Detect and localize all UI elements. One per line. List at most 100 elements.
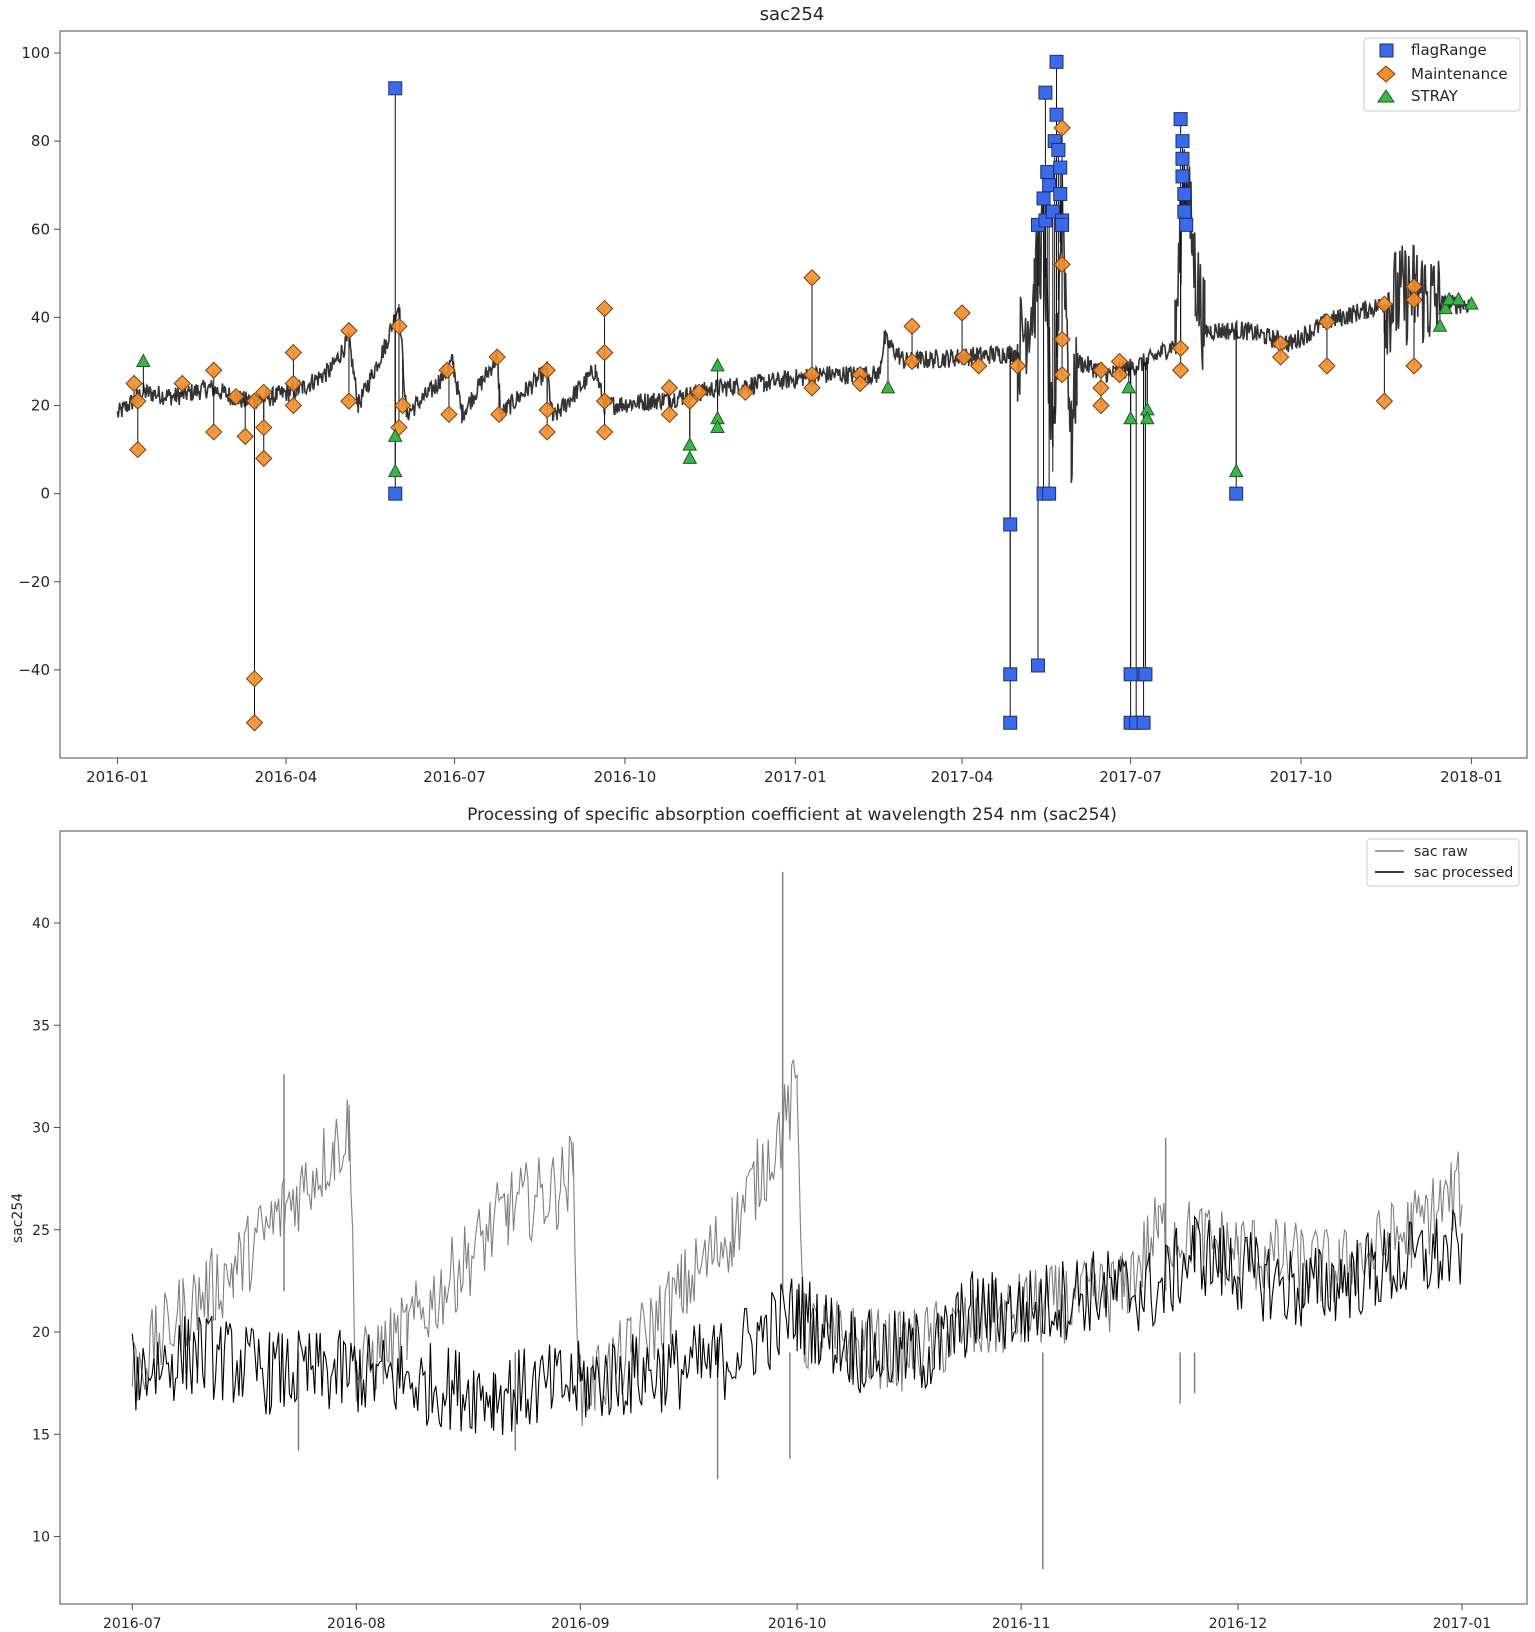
maintenance-point	[803, 269, 821, 287]
maintenance-point	[595, 343, 614, 362]
flagrange-point	[388, 81, 403, 96]
maintenance-point	[1053, 119, 1071, 137]
chart0-xtick-label: 2017-04	[931, 768, 994, 786]
chart-top: sac254 2016-01 2016-04 2016-07 2016-10 2017-…	[18, 4, 1528, 786]
chart-bottom-legend: sac raw sac processed	[1366, 838, 1520, 887]
flagrange-point	[1123, 667, 1138, 682]
maintenance-point	[660, 379, 679, 397]
stray-point	[1441, 291, 1457, 306]
chart0-xtick-label: 2016-01	[86, 768, 149, 786]
maintenance-point	[736, 383, 755, 402]
legend-stray-marker	[1377, 89, 1395, 103]
chart-bottom-title: Processing of specific absorption coeffi…	[467, 805, 1117, 825]
maintenance-point	[1405, 357, 1423, 375]
maintenance-point	[690, 383, 708, 402]
flagrange-point	[1136, 715, 1151, 730]
maintenance-point	[390, 317, 408, 335]
maintenance-point	[1318, 357, 1336, 375]
flagrange-point	[1179, 217, 1194, 232]
stray-point	[1438, 300, 1453, 315]
chart-top-marker-stems	[133, 61, 1441, 723]
chart1-ytick-label: 10	[32, 1530, 50, 1546]
maintenance-point	[245, 669, 264, 688]
chart0-ytick-label: −40	[18, 661, 50, 679]
maintenance-point	[125, 374, 143, 393]
maintenance-point	[1008, 357, 1027, 375]
maintenance-point	[284, 396, 303, 415]
maintenance-point	[236, 427, 254, 446]
flagrange-point	[1055, 217, 1070, 232]
chart-top-axes: 2016-01 2016-04 2016-07 2016-10 2017-01 2017-…	[18, 44, 1502, 786]
chart0-xtick-label: 2017-07	[1099, 768, 1162, 786]
maintenance-point	[1318, 313, 1336, 331]
maintenance-point	[1271, 348, 1290, 366]
chart-top-markers	[125, 54, 1479, 732]
flagrange-point	[1003, 715, 1018, 730]
flagrange-point	[1177, 204, 1192, 219]
maintenance-point	[1092, 396, 1110, 415]
maintenance-point	[490, 405, 508, 424]
chart0-ytick-label: 40	[31, 308, 50, 326]
flagrange-point	[1175, 134, 1190, 149]
flagrange-point	[1031, 658, 1045, 673]
flagrange-point	[1138, 667, 1153, 682]
maintenance-point	[440, 405, 458, 424]
maintenance-point	[953, 304, 971, 322]
flagrange-point	[1038, 85, 1053, 100]
chart0-ytick-label: 60	[31, 220, 50, 238]
chart-bottom-axes: 2016-07 2016-08 2016-09 2016-10 2016-11 2016-…	[32, 916, 1491, 1632]
chart0-xtick-label: 2016-07	[423, 768, 486, 786]
chart-top-title: sac254	[760, 4, 825, 25]
maintenance-point	[1171, 361, 1190, 379]
maintenance-point	[284, 374, 303, 393]
chart-bottom-series-raw	[131, 871, 1463, 1570]
maintenance-point	[538, 361, 556, 379]
flagrange-point	[1053, 160, 1068, 175]
flagrange-point	[1177, 187, 1192, 202]
legend-frame	[1366, 838, 1520, 887]
chart0-ytick-label: −20	[18, 573, 50, 591]
stray-point	[1123, 410, 1138, 425]
flagrange-point	[1049, 54, 1064, 69]
chart-bottom-frame	[59, 830, 1528, 1605]
maintenance-point	[1053, 365, 1071, 384]
chart0-ytick-label: 20	[31, 397, 50, 415]
chart1-xtick-label: 2016-08	[327, 1616, 386, 1632]
stray-point	[387, 463, 403, 478]
chart1-xtick-label: 2016-07	[103, 1616, 162, 1632]
chart1-xtick-label: 2017-01	[1433, 1616, 1492, 1632]
chart1-ytick-label: 40	[32, 916, 50, 932]
chart-bottom: Processing of specific absorption coeffi…	[10, 805, 1528, 1632]
sac-raw-line	[131, 1059, 1463, 1427]
flagrange-point	[1051, 142, 1066, 157]
maintenance-point	[438, 361, 456, 379]
maintenance-point	[173, 374, 191, 393]
maintenance-point	[284, 343, 303, 362]
stray-point	[1432, 318, 1448, 332]
maintenance-point	[538, 401, 556, 419]
legend-maintenance-marker	[1376, 65, 1396, 83]
maintenance-point	[1092, 361, 1110, 379]
maintenance-point	[1375, 392, 1394, 410]
stray-point	[1228, 463, 1244, 478]
stray-point	[682, 450, 698, 464]
maintenance-point	[129, 440, 147, 459]
flagrange-point	[1036, 191, 1051, 206]
legend-stray-label: STRAY	[1411, 87, 1459, 105]
flagrange-point	[1003, 667, 1018, 682]
chart-top-series-line	[116, 149, 1473, 483]
maintenance-point	[1053, 255, 1071, 274]
maintenance-point	[1110, 365, 1129, 384]
legend-flagrange-label: flagRange	[1411, 41, 1487, 59]
chart-top-legend: flagRange Maintenance STRAY	[1363, 37, 1521, 112]
maintenance-point	[393, 396, 412, 415]
chart1-ytick-label: 15	[32, 1427, 50, 1443]
stray-point	[1121, 379, 1137, 394]
flagrange-point	[1003, 517, 1018, 532]
maintenance-point	[340, 321, 358, 340]
maintenance-point	[205, 361, 223, 379]
legend-maintenance-label: Maintenance	[1411, 65, 1508, 83]
maintenance-point	[851, 374, 869, 393]
maintenance-point	[970, 357, 988, 375]
